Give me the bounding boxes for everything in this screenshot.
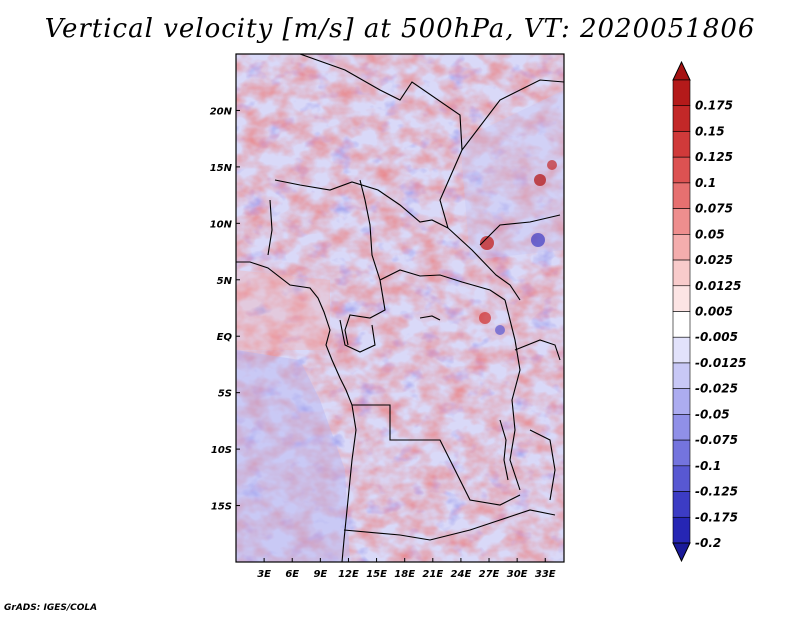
lon-tick-label: 33E (535, 569, 556, 580)
coastline (236, 261, 357, 562)
colorbar-swatch (672, 439, 691, 467)
colorbar-swatch (672, 362, 691, 389)
colorbar-swatch (672, 491, 691, 518)
lat-tick-label: 10N (210, 219, 233, 230)
lon-tick-label: 15E (366, 569, 387, 580)
latitude-axis: 20N 15N 10N 5N EQ 5S 10S 15S (210, 106, 240, 513)
border-line (274, 179, 449, 229)
lon-tick-label: 12E (338, 569, 359, 580)
lon-tick-label: 30E (507, 569, 528, 580)
colorbar-label: 0.15 (695, 124, 725, 138)
colorbar-swatch (672, 311, 691, 338)
lon-tick-label: 18E (394, 569, 415, 580)
border-line (504, 299, 521, 491)
colorbar-label: -0.2 (695, 536, 721, 550)
colorbar-label: -0.125 (695, 485, 738, 499)
colorbar-label: 0.025 (695, 253, 733, 267)
colorbar-label: -0.175 (695, 510, 738, 524)
colorbar-swatch (672, 156, 691, 184)
lon-tick-label: 3E (257, 569, 271, 580)
colorbar-label: -0.025 (695, 382, 738, 396)
east-africa-region (460, 90, 564, 260)
border-line (267, 199, 273, 256)
colorbar-label: 0.125 (695, 150, 733, 164)
colorbar-label: -0.005 (695, 330, 738, 344)
colorbar-swatch (672, 79, 691, 107)
lake-outline (419, 315, 441, 321)
lon-tick-label: 27E (479, 569, 500, 580)
lat-tick-label: 15N (210, 163, 233, 174)
colorbar-label: 0.05 (695, 227, 725, 241)
colorbar-label: 0.0125 (695, 279, 741, 293)
border-line (343, 509, 556, 541)
lon-tick-label: 6E (285, 569, 299, 580)
country-borders (236, 54, 564, 562)
border-line (339, 319, 376, 353)
border-line (379, 269, 506, 301)
colorbar-label: 0.005 (695, 305, 733, 319)
border-line (344, 179, 386, 346)
subsidence-cell (495, 325, 505, 335)
ocean-region-south (236, 350, 350, 562)
lon-tick-label: 9E (313, 569, 327, 580)
border-line (479, 214, 561, 246)
convective-cell (480, 236, 494, 250)
colorbar-label: -0.0125 (695, 356, 746, 370)
colorbar-top-arrow (672, 60, 691, 81)
lat-tick-label: 20N (210, 106, 233, 117)
colorbar-swatch (672, 105, 691, 132)
lat-tick-label: 5N (217, 276, 233, 287)
colorbar-swatch (672, 131, 691, 158)
lat-tick-label: 5S (218, 389, 232, 400)
lon-tick-label: 24E (451, 569, 472, 580)
colorbar-swatch (672, 465, 691, 492)
map-frame (235, 53, 565, 563)
convective-cell (479, 312, 491, 324)
lat-tick-label: 15S (211, 502, 232, 513)
grads-credit: GrADS: IGES/COLA (4, 603, 98, 613)
convective-cell (534, 174, 546, 186)
colorbar-bottom-arrow (672, 542, 691, 563)
colorbar-label: -0.075 (695, 433, 738, 447)
colorbar-swatch (672, 336, 691, 364)
border-line (514, 339, 561, 361)
colorbar-swatch (672, 208, 691, 235)
velocity-field (236, 54, 564, 562)
colorbar-swatch (672, 414, 691, 441)
border-line (529, 429, 556, 501)
gulf-guinea-region (236, 270, 330, 350)
border-line (352, 404, 521, 506)
colorbar-swatch (672, 516, 691, 544)
colorbar-swatch (672, 388, 691, 415)
colorbar: 0.175 0.15 0.125 0.1 0.075 0.05 0.025 0.0125 0.0… (672, 60, 746, 563)
colorbar-swatch (672, 182, 691, 209)
colorbar-swatch (672, 259, 691, 287)
longitude-axis: 3E 6E 9E 12E 15E 18E 21E 24E 27E 30E 33E (257, 558, 556, 580)
field-pattern (236, 54, 564, 562)
lat-tick-label: 10S (211, 445, 232, 456)
colorbar-label: 0.075 (695, 202, 733, 216)
subsidence-cell (531, 233, 545, 247)
colorbar-label: -0.05 (695, 407, 730, 421)
lake-outline (499, 419, 509, 481)
colorbar-label: 0.1 (695, 176, 716, 190)
lat-tick-label: EQ (217, 332, 233, 343)
colorbar-label: 0.175 (695, 99, 733, 113)
colorbar-swatch (672, 285, 691, 312)
lon-tick-label: 21E (422, 569, 443, 580)
colorbar-swatch (672, 234, 691, 261)
chart-title: Vertical velocity [m/s] at 500hPa, VT: 2… (44, 14, 756, 44)
border-line (461, 79, 564, 151)
convective-cell (547, 160, 557, 170)
colorbar-label: -0.1 (695, 459, 721, 473)
